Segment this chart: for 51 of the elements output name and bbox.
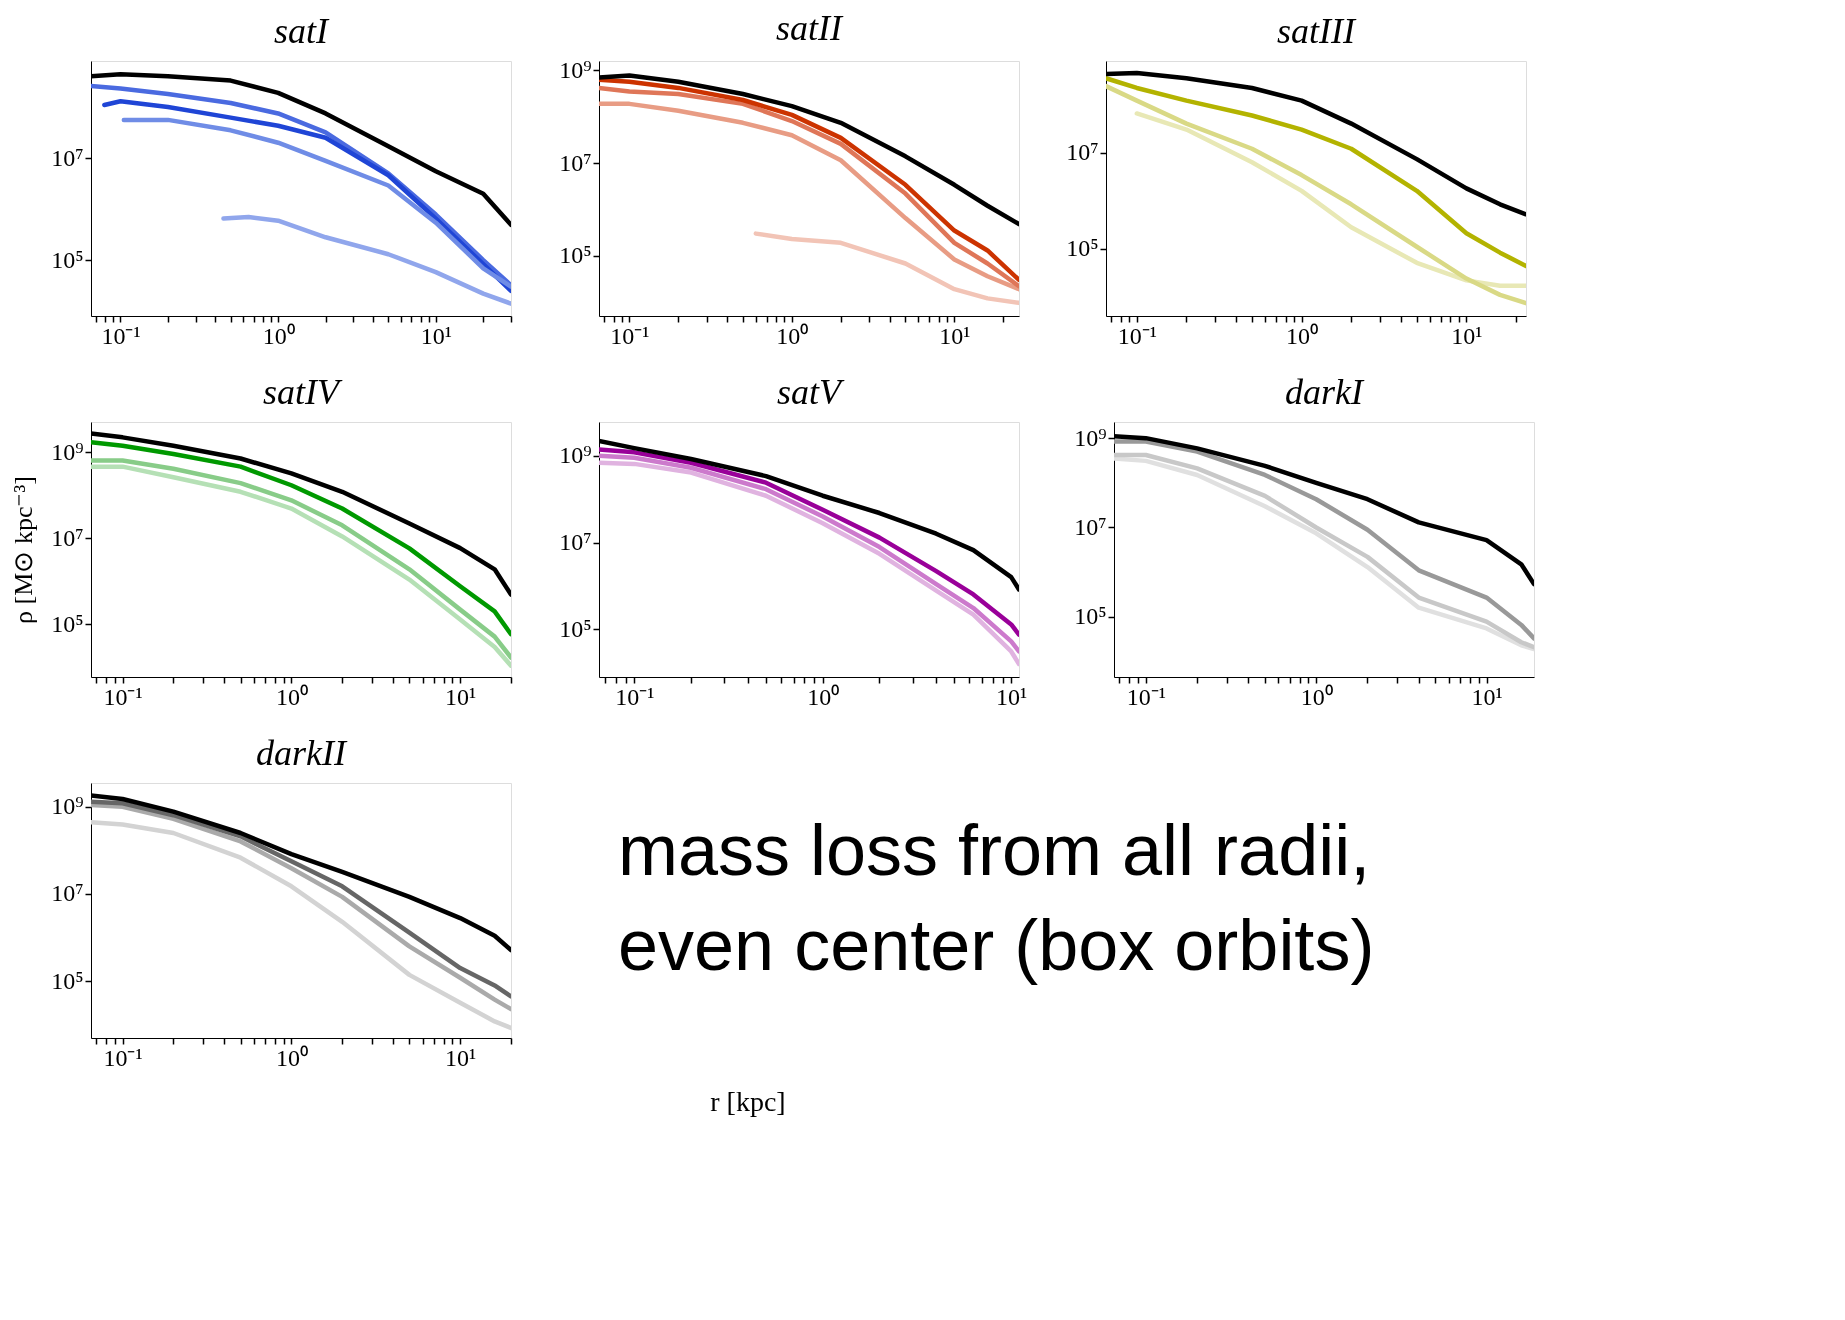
- y-tick-label: 10⁵: [51, 967, 84, 994]
- x-tick-label: 10⁻¹: [1126, 683, 1166, 710]
- y-tick-label: 10⁷: [51, 524, 84, 551]
- y-tick-label: 10⁹: [51, 793, 84, 820]
- x-tick-label: 10⁻¹: [103, 1044, 143, 1071]
- x-tick-label: 10⁰: [1300, 683, 1333, 710]
- y-tick-label: 10⁷: [51, 880, 84, 907]
- x-tick-label: 10⁻¹: [615, 683, 655, 710]
- y-tick-label: 10⁹: [559, 442, 592, 469]
- chart-title: satIII: [1277, 11, 1357, 51]
- x-tick-label: 10¹: [939, 322, 971, 349]
- chart-title: satI: [274, 11, 331, 51]
- x-tick-label: 10⁰: [1286, 322, 1319, 349]
- y-tick-label: 10⁷: [559, 529, 592, 556]
- y-tick-label: 10⁵: [1074, 603, 1107, 630]
- chart-title: satV: [776, 372, 845, 412]
- x-tick-label: 10⁰: [262, 322, 295, 349]
- x-tick-label: 10⁰: [807, 683, 840, 710]
- x-tick-label: 10⁰: [275, 1044, 308, 1071]
- x-tick-label: 10⁻¹: [103, 683, 143, 710]
- y-tick-label: 10⁵: [51, 246, 84, 273]
- y-tick-label: 10⁷: [1074, 514, 1107, 540]
- x-tick-label: 10⁻¹: [610, 322, 650, 349]
- chart-title: darkI: [1285, 372, 1365, 412]
- x-tick-label: 10⁻¹: [101, 322, 141, 349]
- text: mass loss from all radii,: [618, 810, 1371, 890]
- x-tick-label: 10¹: [420, 322, 452, 349]
- y-tick-label: 10⁷: [559, 149, 592, 176]
- y-axis-title: ρ [M⊙ kpc⁻³]: [9, 476, 39, 624]
- chart-title: satIV: [263, 372, 343, 412]
- x-tick-label: 10¹: [445, 683, 477, 710]
- x-tick-label: 10¹: [1451, 322, 1483, 349]
- text: even center (box orbits): [618, 905, 1375, 985]
- x-tick-label: 10¹: [996, 683, 1028, 710]
- chart-title: satII: [776, 8, 844, 49]
- x-tick-label: 10¹: [1471, 683, 1503, 710]
- y-tick-label: 10⁷: [51, 144, 84, 171]
- y-tick-label: 10⁹: [51, 438, 84, 465]
- x-tick-label: 10¹: [445, 1044, 477, 1071]
- y-tick-label: 10⁷: [1066, 139, 1099, 166]
- chart-title: darkII: [256, 733, 348, 773]
- y-tick-label: 10⁵: [51, 610, 84, 637]
- x-tick-label: 10⁻¹: [1117, 322, 1157, 349]
- text: r [kpc]: [710, 1086, 786, 1117]
- x-tick-label: 10⁰: [275, 683, 308, 710]
- y-tick-label: 10⁵: [1066, 235, 1099, 262]
- y-tick-label: 10⁵: [559, 615, 592, 642]
- y-tick-label: 10⁹: [559, 56, 592, 83]
- y-tick-label: 10⁵: [559, 242, 592, 269]
- y-tick-label: 10⁹: [1074, 424, 1107, 451]
- x-tick-label: 10⁰: [776, 322, 809, 349]
